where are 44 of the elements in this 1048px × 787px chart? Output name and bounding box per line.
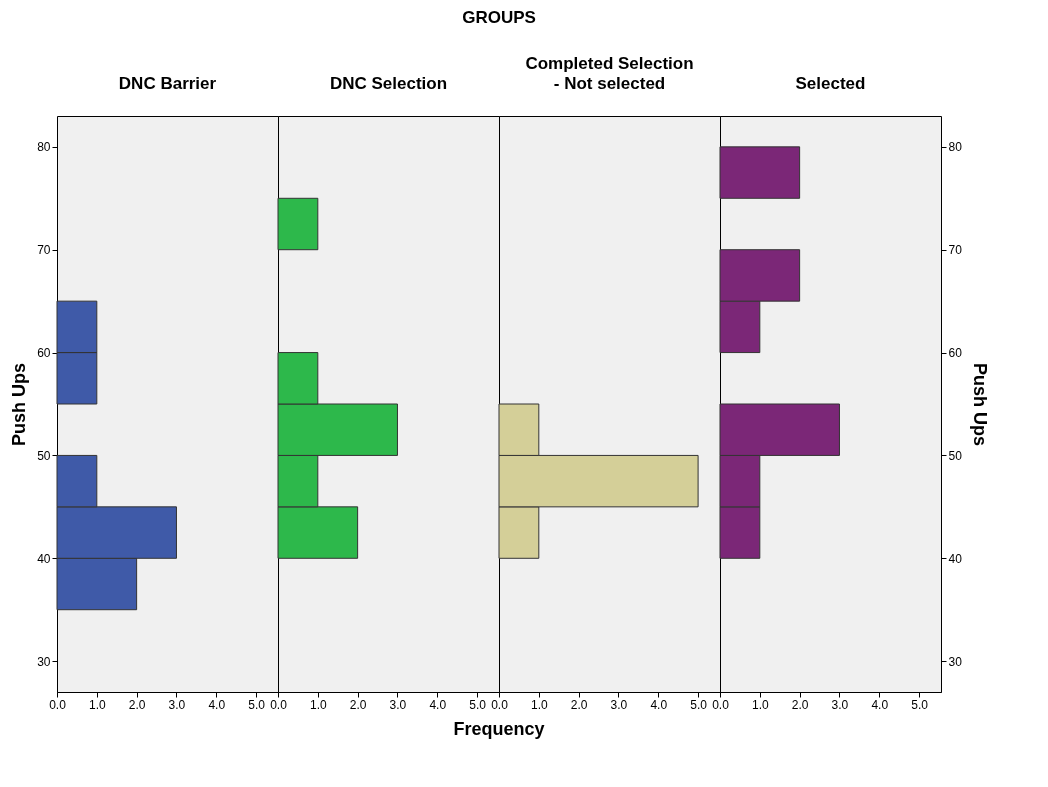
y-tick-label: 80 — [37, 140, 51, 155]
x-tick-label: 1.0 — [751, 697, 769, 712]
text: GROUPS — [462, 7, 536, 27]
x-tick-label: 4.0 — [650, 697, 668, 712]
x-tick-label: 1.0 — [88, 697, 106, 712]
y-axis-title: Push Ups — [969, 362, 990, 447]
x-tick-label: 5.0 — [690, 697, 708, 712]
y-tick-label: 80 — [948, 140, 963, 155]
x-tick-label: 1.0 — [530, 697, 548, 712]
y-tick-label: 60 — [948, 346, 963, 361]
y-tick-label: 70 — [37, 243, 51, 258]
x-tick-label: 0.0 — [712, 697, 730, 712]
chart-title: DNC Selection — [329, 74, 448, 93]
y-tick-label: 50 — [948, 448, 963, 463]
x-tick-label: 4.0 — [208, 697, 226, 712]
y-tick-label: 50 — [37, 448, 51, 463]
x-tick-label: 3.0 — [610, 697, 628, 712]
y-tick-label: 30 — [948, 654, 963, 669]
y-tick-label: 70 — [948, 243, 963, 258]
x-tick-label: 2.0 — [349, 697, 367, 712]
y-tick-label: 30 — [37, 654, 51, 669]
x-tick-label: 4.0 — [871, 697, 889, 712]
x-tick-label: 3.0 — [831, 697, 849, 712]
x-tick-label: 5.0 — [469, 697, 487, 712]
x-tick-label: 3.0 — [389, 697, 407, 712]
x-tick-label: 0.0 — [491, 697, 509, 712]
x-tick-label: 2.0 — [791, 697, 809, 712]
x-tick-label: 0.0 — [49, 697, 67, 712]
y-tick-label: 40 — [948, 551, 963, 566]
chart-title: Selected — [795, 74, 866, 93]
x-tick-label: 2.0 — [570, 697, 588, 712]
x-tick-label: 0.0 — [270, 697, 288, 712]
x-tick-label: 5.0 — [248, 697, 266, 712]
x-tick-label: 1.0 — [309, 697, 327, 712]
y-tick-label: 60 — [37, 346, 51, 361]
x-tick-label: 4.0 — [429, 697, 447, 712]
x-tick-label: 2.0 — [128, 697, 146, 712]
y-axis-title: Push Ups — [9, 362, 30, 447]
x-tick-label: 5.0 — [911, 697, 929, 712]
x-tick-label: 3.0 — [168, 697, 186, 712]
y-tick-label: 40 — [37, 551, 51, 566]
chart-title: DNC Barrier — [118, 74, 217, 93]
x-axis-title: Frequency — [453, 719, 545, 739]
chart-title: Completed Selection - Not selected — [525, 54, 694, 93]
